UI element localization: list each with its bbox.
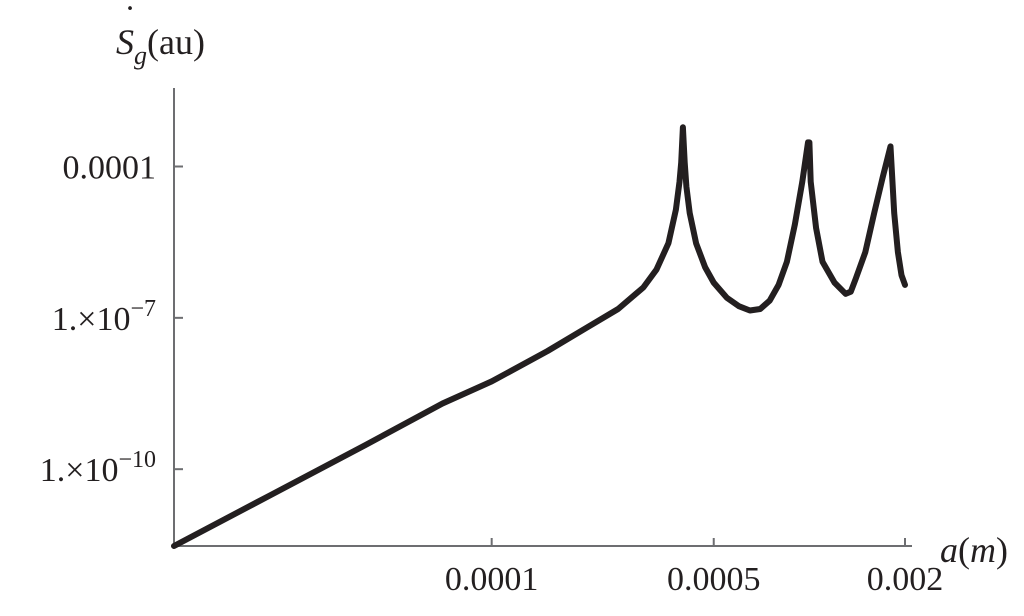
ticks (174, 165, 906, 546)
x-tick-label: 0.0001 (445, 561, 539, 598)
series-line (171, 124, 908, 549)
x-axis-title-open: ( (958, 530, 970, 570)
y-tick-label: 0.0001 (63, 150, 157, 187)
y-axis-title-dot: ˙ (124, 0, 136, 38)
y-axis-title-sub: g (134, 41, 147, 70)
x-axis-title: a(m) (940, 530, 1008, 570)
y-tick-mantissa: 1.×10 (52, 301, 131, 338)
y-axis-title-base: S (116, 22, 134, 62)
y-tick-exponent: −10 (118, 447, 156, 473)
x-tick-label: 0.0005 (667, 561, 761, 598)
x-axis-title-close: ) (996, 530, 1008, 570)
y-tick-mantissa: 0.0001 (63, 150, 157, 187)
y-tick-mantissa: 1.×10 (40, 452, 119, 489)
x-tick-label: 0.002 (867, 561, 944, 598)
y-tick-label: 1.×10−7 (52, 296, 156, 338)
y-tick-label: 1.×10−10 (40, 447, 156, 489)
x-axis-title-base: a (940, 530, 958, 570)
x-axis-title-unit: m (970, 530, 996, 570)
y-tick-exponent: −7 (130, 296, 156, 322)
y-axis-title: Sg(au) (116, 22, 205, 70)
y-axis-title-unit: (au) (147, 22, 205, 62)
